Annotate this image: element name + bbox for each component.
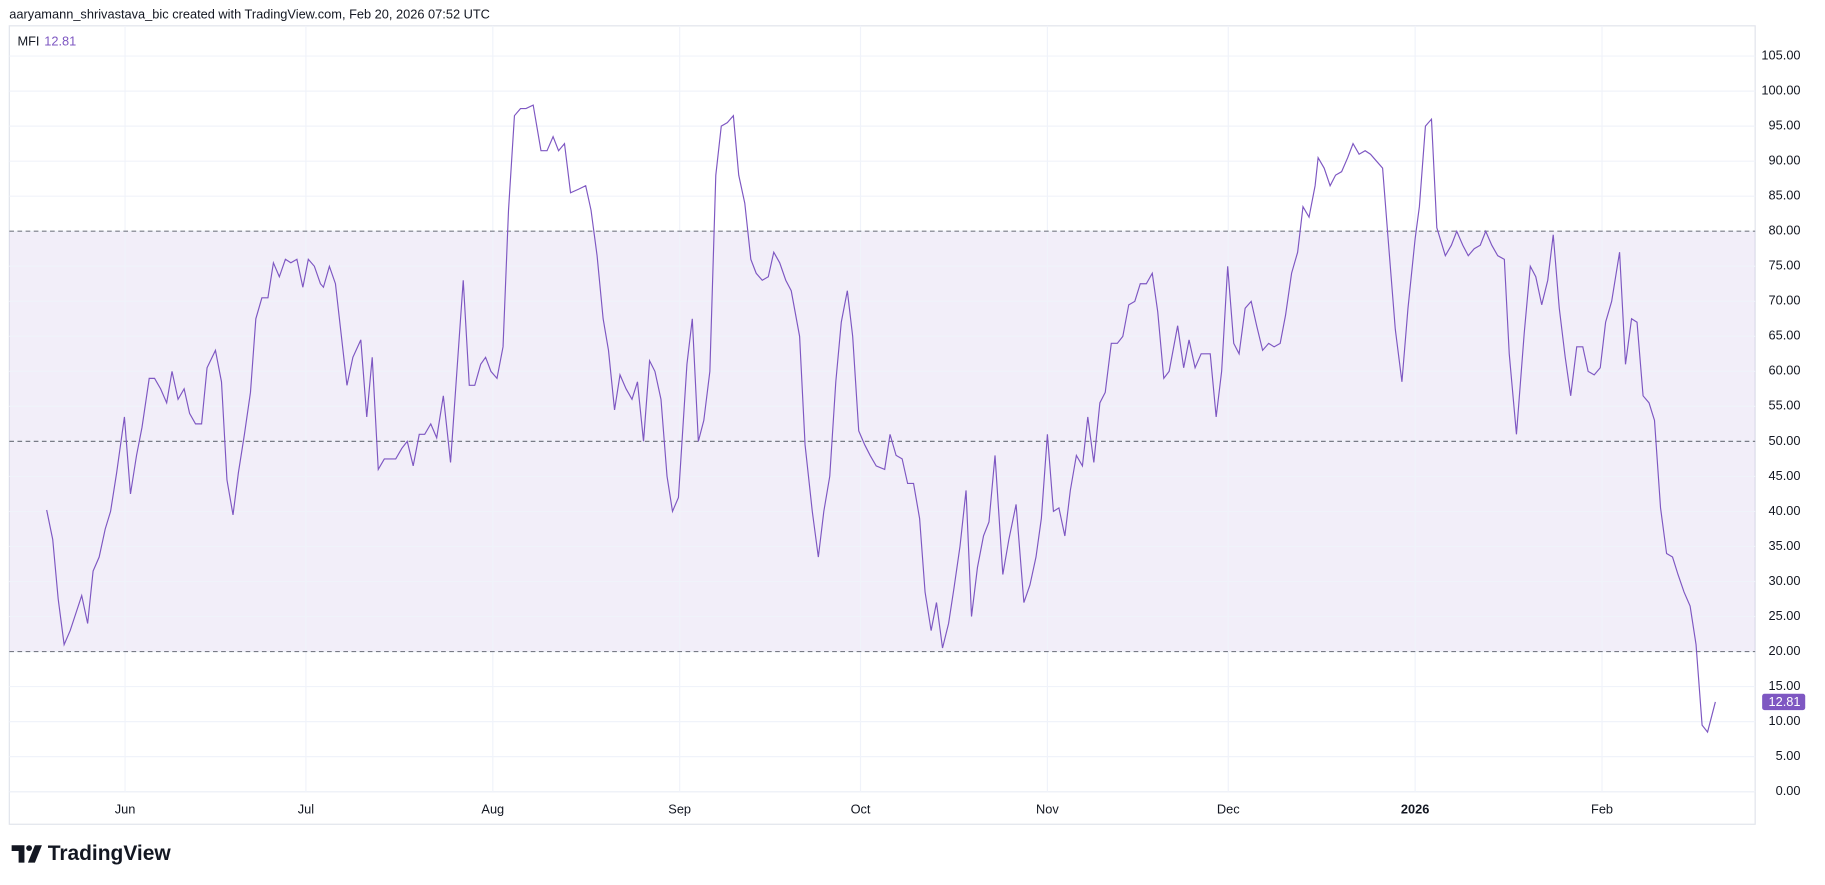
x-tick-label: Aug — [481, 802, 504, 817]
y-tick-label: 30.00 — [1769, 573, 1801, 588]
legend: MFI 12.81 — [17, 33, 76, 48]
y-tick-label: 55.00 — [1769, 398, 1801, 413]
x-tick-label: Feb — [1591, 802, 1613, 817]
legend-value: 12.81 — [44, 33, 76, 48]
y-tick-label: 0.00 — [1776, 783, 1801, 798]
y-tick-label: 70.00 — [1769, 293, 1801, 308]
y-tick-label: 85.00 — [1769, 188, 1801, 203]
y-tick-label: 20.00 — [1769, 643, 1801, 658]
x-tick-label: Dec — [1217, 802, 1240, 817]
y-tick-label: 60.00 — [1769, 363, 1801, 378]
y-tick-label: 15.00 — [1769, 678, 1801, 693]
x-tick-label: Sep — [668, 802, 691, 817]
y-tick-label: 100.00 — [1761, 82, 1800, 97]
x-tick-label: Jun — [115, 802, 136, 817]
x-tick-label: 2026 — [1401, 802, 1429, 817]
last-value-label: 12.81 — [1769, 694, 1801, 709]
source-caption: aaryamann_shrivastava_bic created with T… — [9, 7, 490, 22]
y-tick-label: 95.00 — [1769, 118, 1801, 133]
logo-text: TradingView — [48, 842, 172, 865]
y-tick-label: 40.00 — [1769, 503, 1801, 518]
y-tick-label: 90.00 — [1769, 153, 1801, 168]
x-tick-label: Nov — [1036, 802, 1059, 817]
y-tick-label: 10.00 — [1769, 713, 1801, 728]
legend-name: MFI — [17, 33, 39, 48]
chart-frame — [8, 25, 1756, 825]
y-tick-label: 35.00 — [1769, 538, 1801, 553]
y-tick-label: 105.00 — [1761, 47, 1800, 62]
y-tick-label: 25.00 — [1769, 608, 1801, 623]
logo-icon — [11, 845, 42, 863]
mfi-line — [46, 104, 1716, 734]
x-tick-label: Oct — [851, 802, 871, 817]
x-tick-label: Jul — [298, 802, 314, 817]
last-value-badge — [1762, 693, 1806, 711]
y-tick-label: 65.00 — [1769, 328, 1801, 343]
y-tick-label: 5.00 — [1776, 748, 1801, 763]
y-tick-label: 45.00 — [1769, 468, 1801, 483]
y-tick-label: 80.00 — [1769, 223, 1801, 238]
y-tick-label: 50.00 — [1769, 433, 1801, 448]
y-tick-label: 75.00 — [1769, 258, 1801, 273]
